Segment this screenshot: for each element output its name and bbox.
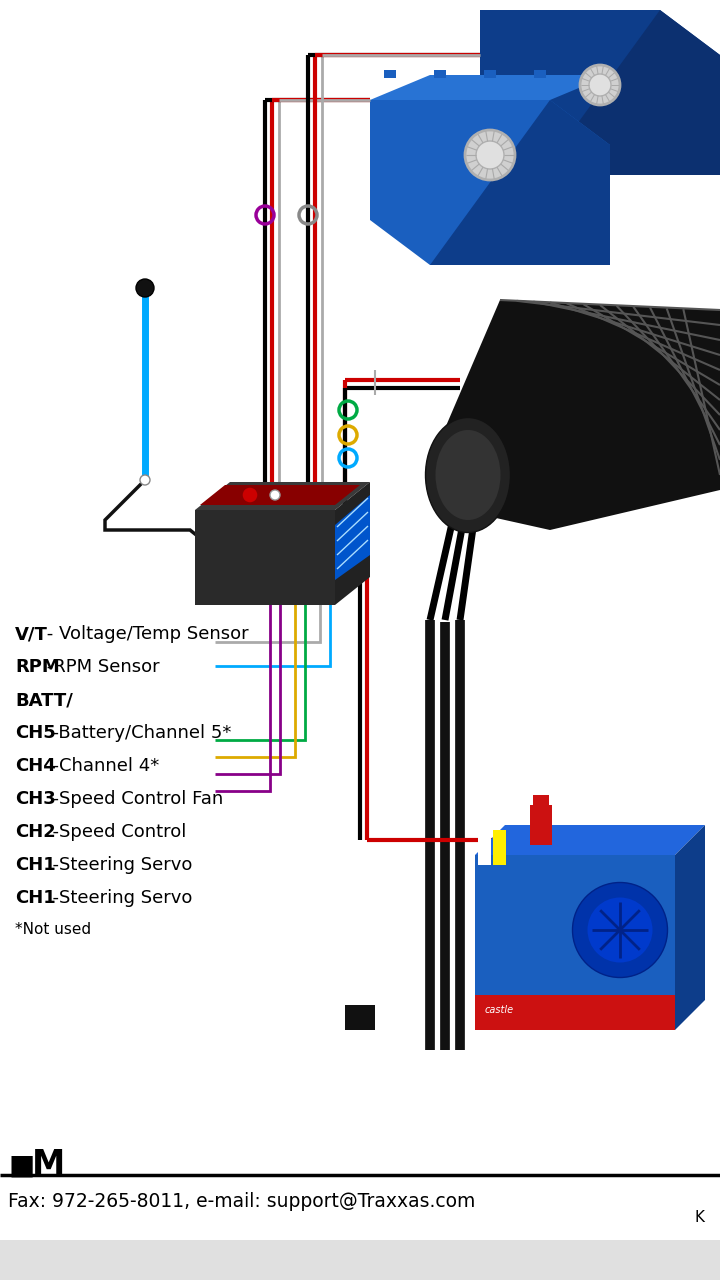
Text: -Speed Control Fan: -Speed Control Fan <box>40 790 222 808</box>
Text: CH2: CH2 <box>15 823 55 841</box>
Text: -Channel 4*: -Channel 4* <box>40 756 158 774</box>
Text: CH3: CH3 <box>15 790 55 808</box>
Ellipse shape <box>572 882 667 978</box>
Ellipse shape <box>588 897 652 963</box>
Polygon shape <box>335 495 370 580</box>
Circle shape <box>140 475 150 485</box>
Circle shape <box>476 141 504 169</box>
Text: -Steering Servo: -Steering Servo <box>40 856 192 874</box>
Ellipse shape <box>436 430 500 520</box>
Bar <box>484 70 496 78</box>
Text: -Battery/Channel 5*: -Battery/Channel 5* <box>40 724 231 742</box>
Polygon shape <box>475 995 675 1030</box>
Text: CH5: CH5 <box>15 724 55 742</box>
Bar <box>384 70 396 78</box>
Circle shape <box>136 279 154 297</box>
Text: - Voltage/Temp Sensor: - Voltage/Temp Sensor <box>40 625 248 643</box>
Polygon shape <box>675 826 705 1030</box>
Text: M: M <box>32 1148 66 1181</box>
Text: -RPM Sensor: -RPM Sensor <box>40 658 159 676</box>
Polygon shape <box>335 483 370 605</box>
Bar <box>345 1005 375 1030</box>
Polygon shape <box>195 483 370 509</box>
Text: RPM: RPM <box>15 658 60 676</box>
Bar <box>493 829 506 865</box>
Text: CH4: CH4 <box>15 756 55 774</box>
Polygon shape <box>430 100 610 265</box>
Circle shape <box>465 131 515 180</box>
Polygon shape <box>200 485 360 506</box>
Polygon shape <box>440 300 720 530</box>
Circle shape <box>270 490 280 500</box>
Bar <box>530 805 552 845</box>
Text: K: K <box>695 1210 705 1225</box>
Ellipse shape <box>426 417 510 532</box>
Bar <box>533 795 549 810</box>
Polygon shape <box>475 855 675 1030</box>
Text: V/T: V/T <box>15 625 48 643</box>
Circle shape <box>580 65 620 105</box>
Text: ■: ■ <box>8 1152 35 1180</box>
Polygon shape <box>370 100 610 265</box>
Polygon shape <box>195 509 335 605</box>
Text: -Steering Servo: -Steering Servo <box>40 890 192 908</box>
Text: -Speed Control: -Speed Control <box>40 823 186 841</box>
Bar <box>478 829 491 865</box>
Polygon shape <box>475 826 705 855</box>
Text: CH1: CH1 <box>15 856 55 874</box>
Bar <box>434 70 446 78</box>
Circle shape <box>242 486 258 503</box>
Polygon shape <box>540 10 720 175</box>
Polygon shape <box>480 10 720 175</box>
Circle shape <box>589 74 611 96</box>
Text: Fax: 972-265-8011, e-mail: support@Traxxas.com: Fax: 972-265-8011, e-mail: support@Traxx… <box>8 1192 475 1211</box>
Text: BATT/: BATT/ <box>15 691 73 709</box>
Bar <box>534 70 546 78</box>
Text: castle: castle <box>485 1005 514 1015</box>
Bar <box>0 1240 720 1280</box>
Text: CH1: CH1 <box>15 890 55 908</box>
Polygon shape <box>370 76 610 100</box>
Text: *Not used: *Not used <box>15 922 91 937</box>
